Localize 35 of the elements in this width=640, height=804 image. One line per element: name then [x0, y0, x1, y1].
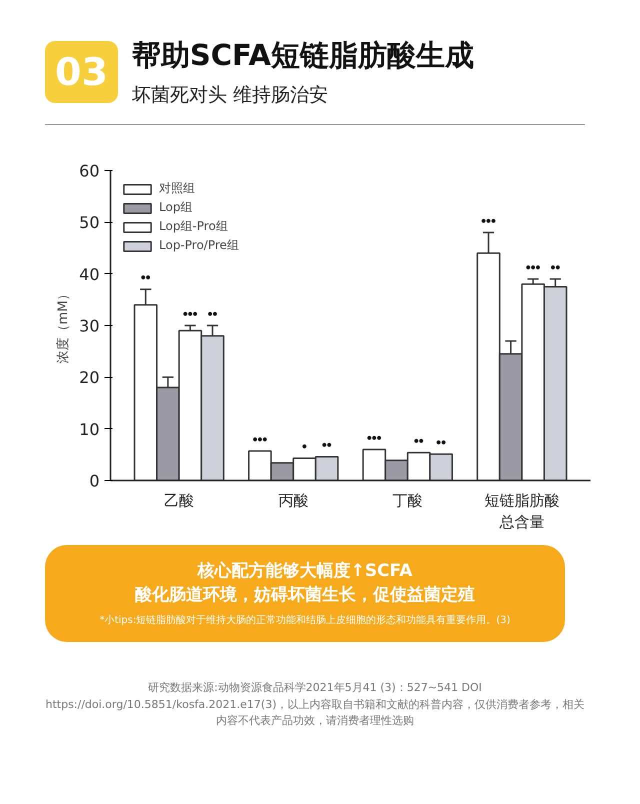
- data-label: ••: [208, 305, 218, 322]
- data-label: •••: [526, 258, 541, 275]
- data-label: ••: [140, 269, 151, 286]
- y-tick-label: 50: [79, 213, 100, 232]
- text: 03: [45, 41, 118, 104]
- y-tick-label: 0: [89, 472, 100, 490]
- y-axis-title: 浓度（mM）: [55, 288, 72, 364]
- x-tick-label: 丙酸: [278, 492, 308, 510]
- data-label: •••: [182, 305, 198, 322]
- legend-label: 对照组: [159, 180, 195, 197]
- text: 研究数据来源:动物资源食品科学2021年5月41 (3)：527~541 DOI https://doi.org/10.5851/kosfa.2021.e17(3)，以上内容取自书籍和文献的科普内容，仅供消费者参考，相关内容不代表产品功效，请消费者理性选购: [45, 680, 585, 729]
- data-label: •: [302, 438, 308, 454]
- data-label: •••: [481, 212, 496, 228]
- x-tick-label: 丁酸: [392, 492, 423, 510]
- data-label: ••: [414, 432, 424, 448]
- y-tick-label: 40: [79, 264, 100, 284]
- data-label: •••: [252, 430, 268, 447]
- legend-label: Lop-Pro/Pre组: [159, 237, 239, 254]
- legend-label: Lop组-Pro组: [159, 218, 228, 235]
- data-label: •••: [366, 429, 382, 446]
- text: *小tips:短链脂肪酸对于维持大肠的正常功能和结肠上皮细胞的形态和功能具有重要作用。(3): [98, 614, 512, 628]
- x-tick-label: 短链脂肪酸总含量: [484, 492, 560, 532]
- legend-label: Lop组: [159, 199, 192, 216]
- y-tick-label: 60: [79, 162, 100, 180]
- y-tick-label: 20: [79, 368, 100, 388]
- data-label: ••: [322, 436, 332, 453]
- y-tick-label: 10: [79, 420, 100, 439]
- data-label: ••: [550, 258, 560, 275]
- y-tick-label: 30: [79, 316, 100, 336]
- x-tick-label: 乙酸: [164, 492, 194, 510]
- text: 核心配方能够大幅度↑SCFA: [196, 560, 414, 583]
- chart-title: 帮助SCFA短链脂肪酸生成: [132, 37, 474, 74]
- chart-subtitle: 坏菌死对头 维持肠治安: [132, 83, 329, 108]
- text: 酸化肠道环境，妨碍坏菌生长，促使益菌定殖: [134, 584, 476, 608]
- data-label: ••: [436, 434, 446, 450]
